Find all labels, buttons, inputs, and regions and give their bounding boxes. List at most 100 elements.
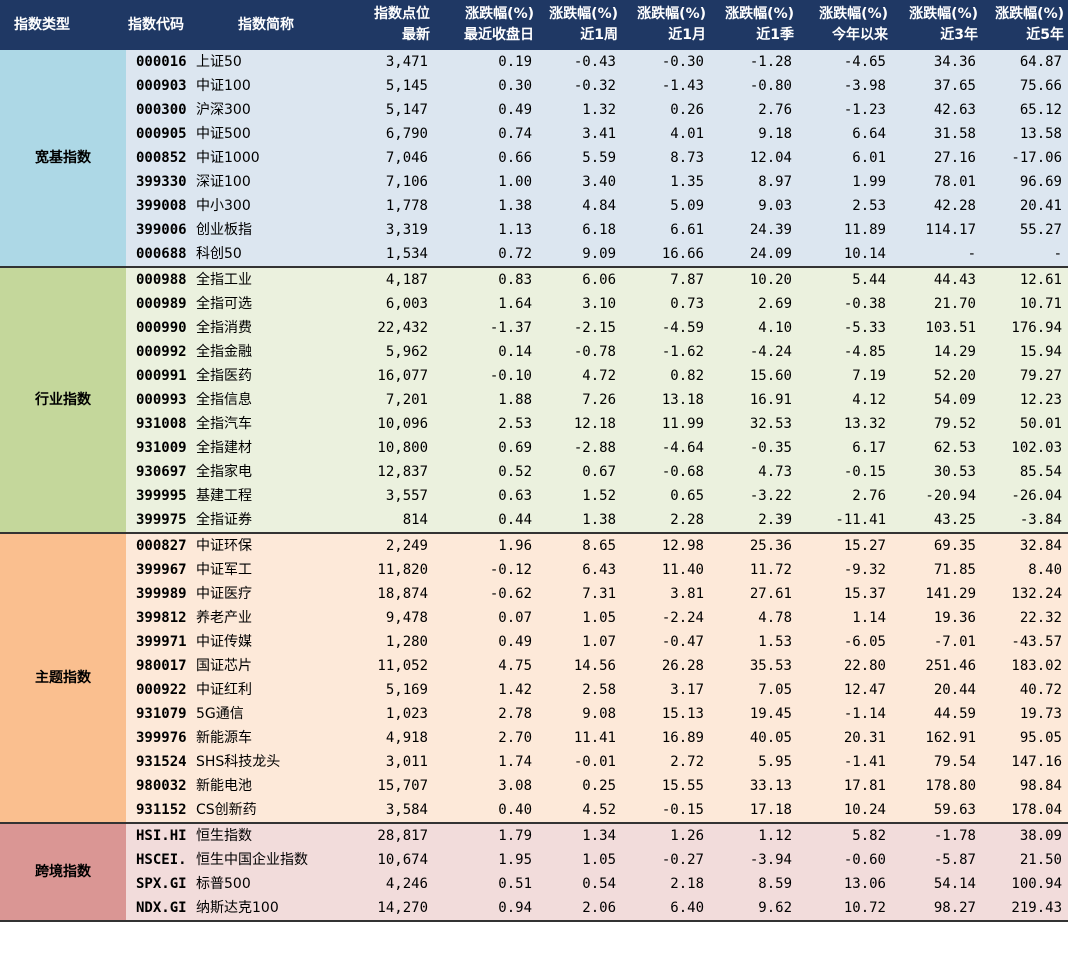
table-row[interactable]: 399008 中小300 1,778 1.38 4.84 5.09 9.03 2.53 42.2…	[0, 194, 1068, 218]
index-code-cell: 000905	[126, 122, 194, 146]
chg-1w-cell: -0.43	[538, 50, 622, 74]
chg-5y-cell: -17.06	[982, 146, 1068, 170]
chg-3y-cell: 34.36	[892, 50, 982, 74]
chg-1q-cell: 27.61	[710, 582, 798, 606]
table-row[interactable]: 000993 全指信息 7,201 1.88 7.26 13.18 16.91 4.12 54.…	[0, 388, 1068, 412]
table-row[interactable]: 931009 全指建材 10,800 0.69 -2.88 -4.64 -0.35 6.17 6…	[0, 436, 1068, 460]
col-header-3y[interactable]: 涨跌幅(%) 近3年	[892, 0, 982, 50]
index-level-cell: 16,077	[350, 364, 434, 388]
index-level-cell: 3,584	[350, 798, 434, 824]
col-header-1w[interactable]: 涨跌幅(%) 近1周	[538, 0, 622, 50]
table-row[interactable]: 000852 中证1000 7,046 0.66 5.59 8.73 12.04 6.01 27…	[0, 146, 1068, 170]
chg-1w-cell: 1.52	[538, 484, 622, 508]
chg-last-close-cell: 2.70	[434, 726, 538, 750]
chg-1q-cell: 9.03	[710, 194, 798, 218]
index-level-cell: 814	[350, 508, 434, 534]
table-row[interactable]: 000688 科创50 1,534 0.72 9.09 16.66 24.09 10.14- -	[0, 242, 1068, 268]
col-header-name[interactable]: 指数简称	[194, 0, 350, 50]
table-row[interactable]: 000991 全指医药 16,077 -0.10 4.72 0.82 15.60 7.19 52…	[0, 364, 1068, 388]
table-row[interactable]: 000905 中证500 6,790 0.74 3.41 4.01 9.18 6.64 31.5…	[0, 122, 1068, 146]
index-code-cell: 931524	[126, 750, 194, 774]
table-row[interactable]: 930697 全指家电 12,837 0.52 0.67 -0.68 4.73 -0.15 30…	[0, 460, 1068, 484]
chg-1w-cell: 2.58	[538, 678, 622, 702]
chg-last-close-cell: 0.94	[434, 896, 538, 922]
chg-last-close-cell: 3.08	[434, 774, 538, 798]
table-row[interactable]: 980032 新能电池 15,707 3.08 0.25 15.55 33.13 17.81 1…	[0, 774, 1068, 798]
table-row[interactable]: HSCEI. 恒生中国企业指数 10,674 1.95 1.05 -0.27 -3.94 -0…	[0, 848, 1068, 872]
chg-ytd-cell: 2.53	[798, 194, 892, 218]
chg-5y-cell: 147.16	[982, 750, 1068, 774]
index-code-cell: SPX.GI	[126, 872, 194, 896]
index-code-cell: NDX.GI	[126, 896, 194, 922]
index-code-cell: 000922	[126, 678, 194, 702]
table-row[interactable]: 399330 深证100 7,106 1.00 3.40 1.35 8.97 1.99 78.0…	[0, 170, 1068, 194]
index-name-cell: 全指消费	[194, 316, 350, 340]
table-row[interactable]: 399995 基建工程 3,557 0.63 1.52 0.65 -3.22 2.76 -20.…	[0, 484, 1068, 508]
chg-5y-cell: 55.27	[982, 218, 1068, 242]
table-row[interactable]: 000992 全指金融 5,962 0.14 -0.78 -1.62 -4.24 -4.85 1…	[0, 340, 1068, 364]
index-level-cell: 2,249	[350, 533, 434, 558]
table-row[interactable]: 931079 5G通信 1,023 2.78 9.08 15.13 19.45 -1.14 44…	[0, 702, 1068, 726]
col-header-1q[interactable]: 涨跌幅(%) 近1季	[710, 0, 798, 50]
table-row[interactable]: 399967 中证军工 11,820 -0.12 6.43 11.40 11.72 -9.32…	[0, 558, 1068, 582]
table-row[interactable]: 000922 中证红利 5,169 1.42 2.58 3.17 7.05 12.47 20.4…	[0, 678, 1068, 702]
table-row[interactable]: 399975 全指证券 814 0.44 1.38 2.28 2.39 -11.41 43.25…	[0, 508, 1068, 534]
index-name-cell: 基建工程	[194, 484, 350, 508]
col-header-1m[interactable]: 涨跌幅(%) 近1月	[622, 0, 710, 50]
chg-1q-cell: -0.80	[710, 74, 798, 98]
table-row[interactable]: 399989 中证医疗 18,874 -0.62 7.31 3.81 27.61 15.37 1…	[0, 582, 1068, 606]
table-row[interactable]: 宽基指数 000016 上证50 3,471 0.19 -0.43 -0.30 -1.28 -4…	[0, 50, 1068, 268]
table-row[interactable]: 399812 养老产业 9,478 0.07 1.05 -2.24 4.78 1.14 19.3…	[0, 606, 1068, 630]
chg-1w-cell: 6.06	[538, 267, 622, 292]
chg-3y-cell: 178.80	[892, 774, 982, 798]
table-row[interactable]: 000300 沪深300 5,147 0.49 1.32 0.26 2.76 -1.23 42.…	[0, 98, 1068, 122]
chg-ytd-cell: 15.27	[798, 533, 892, 558]
chg-last-close-cell: 0.40	[434, 798, 538, 824]
table-row[interactable]: 000989 全指可选 6,003 1.64 3.10 0.73 2.69 -0.38 21.7…	[0, 292, 1068, 316]
chg-ytd-cell: -1.41	[798, 750, 892, 774]
index-code-cell: 399976	[126, 726, 194, 750]
chg-5y-cell: -	[982, 242, 1068, 268]
table-row[interactable]: 980017 国证芯片 11,052 4.75 14.56 26.28 35.53 22.80…	[0, 654, 1068, 678]
chg-last-close-cell: 1.74	[434, 750, 538, 774]
col-header-code[interactable]: 指数代码	[126, 0, 194, 50]
chg-1q-cell: 2.39	[710, 508, 798, 534]
chg-1q-cell: 4.10	[710, 316, 798, 340]
col-header-type[interactable]: 指数类型	[0, 0, 126, 50]
chg-5y-cell: 32.84	[982, 533, 1068, 558]
index-level-cell: 3,319	[350, 218, 434, 242]
table-row[interactable]: SPX.GI 标普500 4,246 0.51 0.54 2.18 8.59 13.06 54.…	[0, 872, 1068, 896]
chg-5y-cell: 20.41	[982, 194, 1068, 218]
col-header-level[interactable]: 指数点位 最新	[350, 0, 434, 50]
table-row[interactable]: NDX.GI 纳斯达克100 14,270 0.94 2.06 6.40 9.62 10.72…	[0, 896, 1068, 922]
table-row[interactable]: 931152 CS创新药 3,584 0.40 4.52 -0.15 17.18 10.24 5…	[0, 798, 1068, 824]
chg-3y-cell: -1.78	[892, 823, 982, 848]
table-row[interactable]: 000903 中证100 5,145 0.30 -0.32 -1.43 -0.80 -3.98…	[0, 74, 1068, 98]
col-header-last-close[interactable]: 涨跌幅(%) 最近收盘日	[434, 0, 538, 50]
chg-1q-cell: 10.20	[710, 267, 798, 292]
col-header-5y[interactable]: 涨跌幅(%) 近5年	[982, 0, 1068, 50]
chg-last-close-cell: 0.69	[434, 436, 538, 460]
chg-3y-cell: 103.51	[892, 316, 982, 340]
chg-1w-cell: 7.31	[538, 582, 622, 606]
index-code-cell: 399975	[126, 508, 194, 534]
chg-1q-cell: -3.94	[710, 848, 798, 872]
table-row[interactable]: 主题指数 000827 中证环保 2,249 1.96 8.65 12.98 25.36 15.…	[0, 533, 1068, 824]
chg-5y-cell: -3.84	[982, 508, 1068, 534]
chg-5y-cell: -26.04	[982, 484, 1068, 508]
table-row[interactable]: 931524 SHS科技龙头 3,011 1.74 -0.01 2.72 5.95 -1.41…	[0, 750, 1068, 774]
index-name-cell: 上证50	[194, 50, 350, 74]
chg-last-close-cell: 1.00	[434, 170, 538, 194]
chg-last-close-cell: 0.44	[434, 508, 538, 534]
table-row[interactable]: 399976 新能源车 4,918 2.70 11.41 16.89 40.05 20.31 1…	[0, 726, 1068, 750]
chg-1q-cell: 11.72	[710, 558, 798, 582]
table-row[interactable]: 399971 中证传媒 1,280 0.49 1.07 -0.47 1.53 -6.05 -7.…	[0, 630, 1068, 654]
chg-3y-cell: 54.14	[892, 872, 982, 896]
chg-3y-cell: -5.87	[892, 848, 982, 872]
table-row[interactable]: 跨境指数 HSI.HI 恒生指数 28,817 1.79 1.34 1.26 1.12 5.82…	[0, 823, 1068, 922]
table-row[interactable]: 000990 全指消费 22,432 -1.37 -2.15 -4.59 4.10 -5.33…	[0, 316, 1068, 340]
table-row[interactable]: 行业指数 000988 全指工业 4,187 0.83 6.06 7.87 10.20 5.44…	[0, 267, 1068, 534]
table-row[interactable]: 399006 创业板指 3,319 1.13 6.18 6.61 24.39 11.89 114…	[0, 218, 1068, 242]
table-row[interactable]: 931008 全指汽车 10,096 2.53 12.18 11.99 32.53 13.32…	[0, 412, 1068, 436]
col-header-ytd[interactable]: 涨跌幅(%) 今年以来	[798, 0, 892, 50]
